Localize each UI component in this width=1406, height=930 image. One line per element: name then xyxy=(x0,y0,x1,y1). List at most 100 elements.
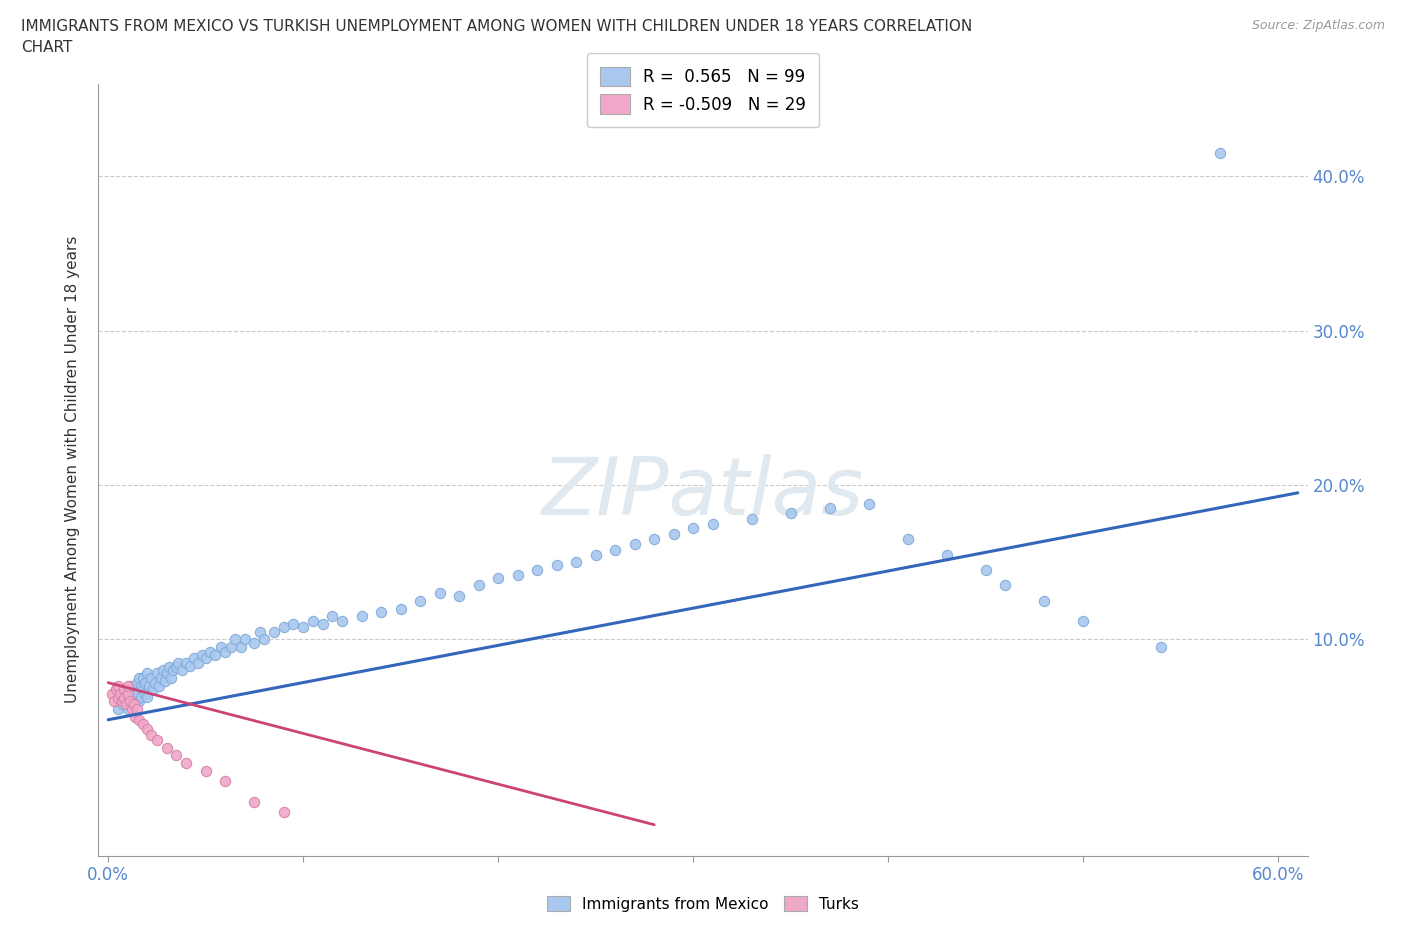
Point xyxy=(682,521,704,536)
Text: Source: ZipAtlas.com: Source: ZipAtlas.com xyxy=(1251,19,1385,32)
Point xyxy=(565,555,588,570)
Point xyxy=(172,663,194,678)
Point xyxy=(249,624,271,639)
Point xyxy=(118,694,141,709)
Point xyxy=(156,740,179,755)
Point xyxy=(132,682,155,697)
Point xyxy=(111,697,134,711)
Point xyxy=(605,542,627,557)
Point xyxy=(156,666,179,681)
Point xyxy=(167,656,190,671)
Point xyxy=(253,632,276,647)
Point xyxy=(273,805,295,820)
Point xyxy=(165,748,187,763)
Point xyxy=(128,712,150,727)
Point xyxy=(112,691,135,706)
Point xyxy=(117,678,139,693)
Point xyxy=(128,671,150,685)
Text: CHART: CHART xyxy=(21,40,73,55)
Point xyxy=(818,500,841,515)
Point xyxy=(118,694,141,709)
Point xyxy=(138,678,160,693)
Point xyxy=(389,601,412,616)
Point xyxy=(974,563,997,578)
Point xyxy=(994,578,1017,593)
Point xyxy=(114,697,136,711)
Point xyxy=(273,619,295,634)
Point xyxy=(117,701,139,716)
Point xyxy=(121,686,143,701)
Point xyxy=(136,666,159,681)
Point xyxy=(152,663,174,678)
Point xyxy=(128,694,150,709)
Point xyxy=(194,764,217,778)
Point xyxy=(132,671,155,685)
Point xyxy=(409,593,432,608)
Text: ZIPatlas: ZIPatlas xyxy=(541,454,865,532)
Point xyxy=(204,647,226,662)
Point xyxy=(143,675,166,690)
Point xyxy=(134,686,156,701)
Point xyxy=(741,512,763,526)
Point xyxy=(107,701,129,716)
Point xyxy=(121,697,143,711)
Point xyxy=(124,694,146,709)
Point xyxy=(136,689,159,704)
Point xyxy=(209,640,232,655)
Point xyxy=(108,694,131,709)
Point xyxy=(897,532,920,547)
Point xyxy=(486,570,509,585)
Legend: Immigrants from Mexico, Turks: Immigrants from Mexico, Turks xyxy=(541,889,865,918)
Point xyxy=(131,678,153,693)
Point xyxy=(127,686,149,701)
Point xyxy=(159,671,181,685)
Point xyxy=(467,578,489,593)
Point xyxy=(224,632,246,647)
Point xyxy=(104,682,127,697)
Point xyxy=(127,701,149,716)
Point xyxy=(165,659,187,674)
Point xyxy=(101,686,124,701)
Point xyxy=(139,671,162,685)
Point xyxy=(585,547,607,562)
Point xyxy=(191,647,214,662)
Point xyxy=(292,619,315,634)
Point xyxy=(370,604,392,619)
Point xyxy=(449,589,471,604)
Point xyxy=(114,691,136,706)
Point xyxy=(1150,640,1173,655)
Point xyxy=(623,537,645,551)
Legend: R =  0.565   N = 99, R = -0.509   N = 29: R = 0.565 N = 99, R = -0.509 N = 29 xyxy=(586,53,820,126)
Point xyxy=(112,682,135,697)
Point xyxy=(162,663,184,678)
Point xyxy=(146,733,169,748)
Point xyxy=(107,678,129,693)
Point xyxy=(1071,614,1094,629)
Point xyxy=(118,678,141,693)
Point xyxy=(702,516,724,531)
Point xyxy=(243,635,266,650)
Point xyxy=(506,567,529,582)
Point xyxy=(108,686,131,701)
Point xyxy=(1209,146,1232,161)
Point xyxy=(263,624,285,639)
Point xyxy=(187,656,209,671)
Point xyxy=(858,497,880,512)
Point xyxy=(124,682,146,697)
Point xyxy=(526,563,548,578)
Point xyxy=(1033,593,1056,608)
Point xyxy=(134,675,156,690)
Y-axis label: Unemployment Among Women with Children Under 18 years: Unemployment Among Women with Children U… xyxy=(65,236,80,703)
Point xyxy=(198,644,221,659)
Point xyxy=(429,586,451,601)
Point xyxy=(153,673,176,688)
Point xyxy=(139,728,162,743)
Point xyxy=(174,656,197,671)
Point xyxy=(935,547,957,562)
Point xyxy=(146,666,169,681)
Point xyxy=(122,689,145,704)
Point xyxy=(124,710,146,724)
Point xyxy=(219,640,242,655)
Point xyxy=(179,658,201,673)
Point xyxy=(643,532,665,547)
